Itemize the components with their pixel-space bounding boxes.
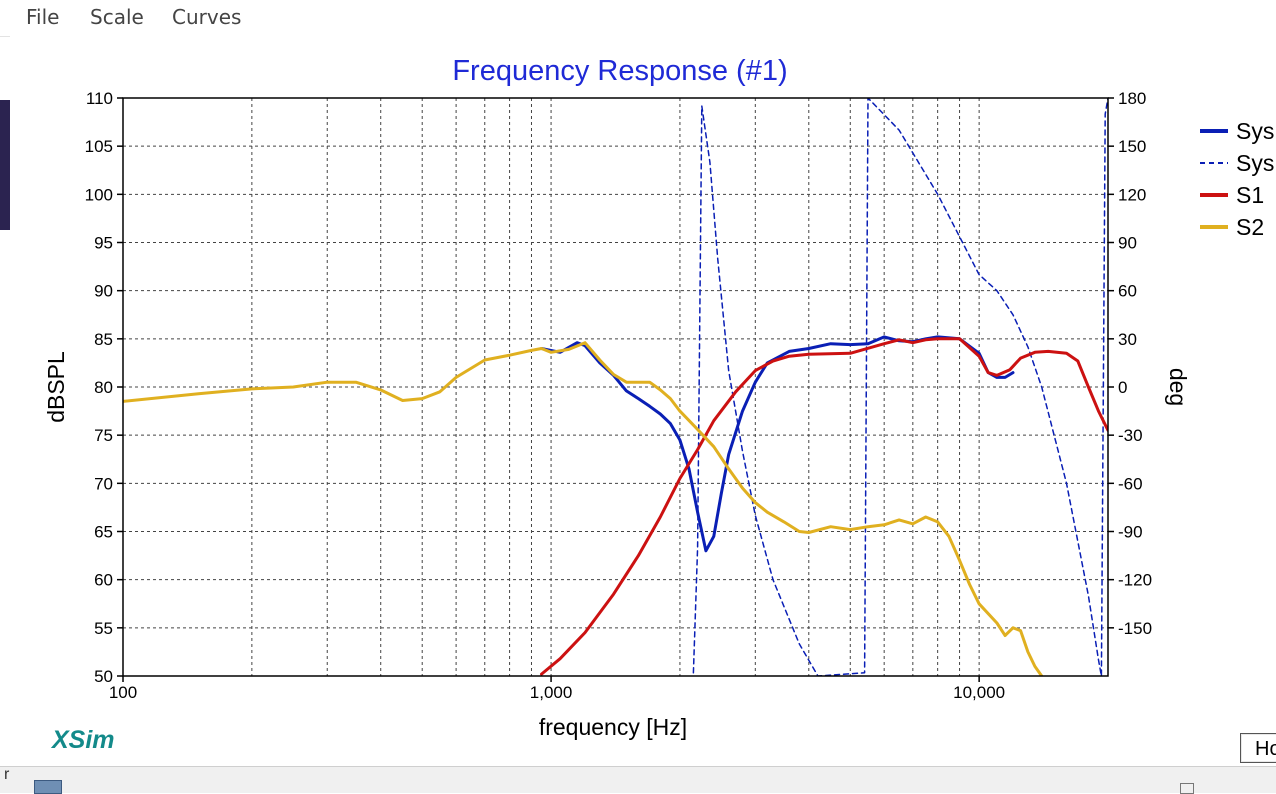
y2-tick-label: -150 — [1118, 619, 1152, 638]
bottom-partial-text: r — [4, 766, 10, 783]
x-tick-label: 1,000 — [530, 683, 573, 702]
y2-tick-label: -60 — [1118, 474, 1143, 493]
legend-label: Sys — [1236, 118, 1274, 144]
y2-tick-label: -90 — [1118, 523, 1143, 542]
series-line-s2-3 — [123, 341, 1044, 676]
menu-scale[interactable]: Scale — [90, 5, 144, 29]
y-tick-label: 70 — [94, 474, 113, 493]
menu-curves[interactable]: Curves — [172, 5, 242, 29]
checkbox[interactable] — [1180, 783, 1194, 794]
legend-label: S2 — [1236, 214, 1264, 240]
y2-tick-label: 30 — [1118, 330, 1137, 349]
y-tick-label: 100 — [85, 185, 113, 204]
menu-bar: File Scale Curves — [0, 0, 1276, 37]
home-button[interactable]: Ho — [1240, 733, 1276, 763]
y-tick-label: 60 — [94, 571, 113, 590]
y-tick-label: 65 — [94, 523, 113, 542]
series-line-sys-1 — [692, 98, 1108, 676]
y-tick-label: 80 — [94, 378, 113, 397]
y-tick-label: 85 — [94, 330, 113, 349]
x-tick-label: 10,000 — [953, 683, 1005, 702]
status-bar — [0, 766, 1276, 793]
y2-tick-label: 180 — [1118, 89, 1146, 108]
chart-title: Frequency Response (#1) — [452, 55, 787, 87]
y-tick-label: 90 — [94, 282, 113, 301]
y-tick-label: 75 — [94, 426, 113, 445]
x-axis-label: frequency [Hz] — [539, 714, 687, 740]
series-line-s1-2 — [540, 337, 1108, 676]
y2-tick-label: -120 — [1118, 571, 1152, 590]
legend-label: Sys — [1236, 150, 1274, 176]
xsim-logo: XSim — [50, 726, 115, 754]
legend: Sys Sys S1 S2 — [1200, 118, 1274, 240]
y-tick-label: 55 — [94, 619, 113, 638]
y2-tick-label: 0 — [1118, 378, 1127, 397]
legend-label: S1 — [1236, 182, 1264, 208]
y2-axis-label: deg — [1165, 368, 1191, 406]
plot-frame — [122, 97, 1109, 677]
series-line-sys-0 — [540, 335, 1015, 553]
y-tick-label: 95 — [94, 234, 113, 253]
left-window-edge — [0, 100, 10, 230]
x-tick-label: 100 — [109, 683, 137, 702]
chart: Frequency Response (#1) 50 55 60 65 70 75 80 85… — [10, 36, 1276, 766]
y-axis-label: dBSPL — [43, 351, 69, 423]
y2-tick-label: 150 — [1118, 137, 1146, 156]
y2-tick-label: 120 — [1118, 185, 1146, 204]
menu-file[interactable]: File — [26, 5, 60, 29]
y-tick-label: 50 — [94, 667, 113, 686]
y2-tick-label: -30 — [1118, 426, 1143, 445]
y-tick-label: 110 — [86, 89, 113, 108]
y-tick-label: 105 — [85, 137, 113, 156]
y2-tick-label: 90 — [1118, 234, 1137, 253]
y2-tick-label: 60 — [1118, 282, 1137, 301]
